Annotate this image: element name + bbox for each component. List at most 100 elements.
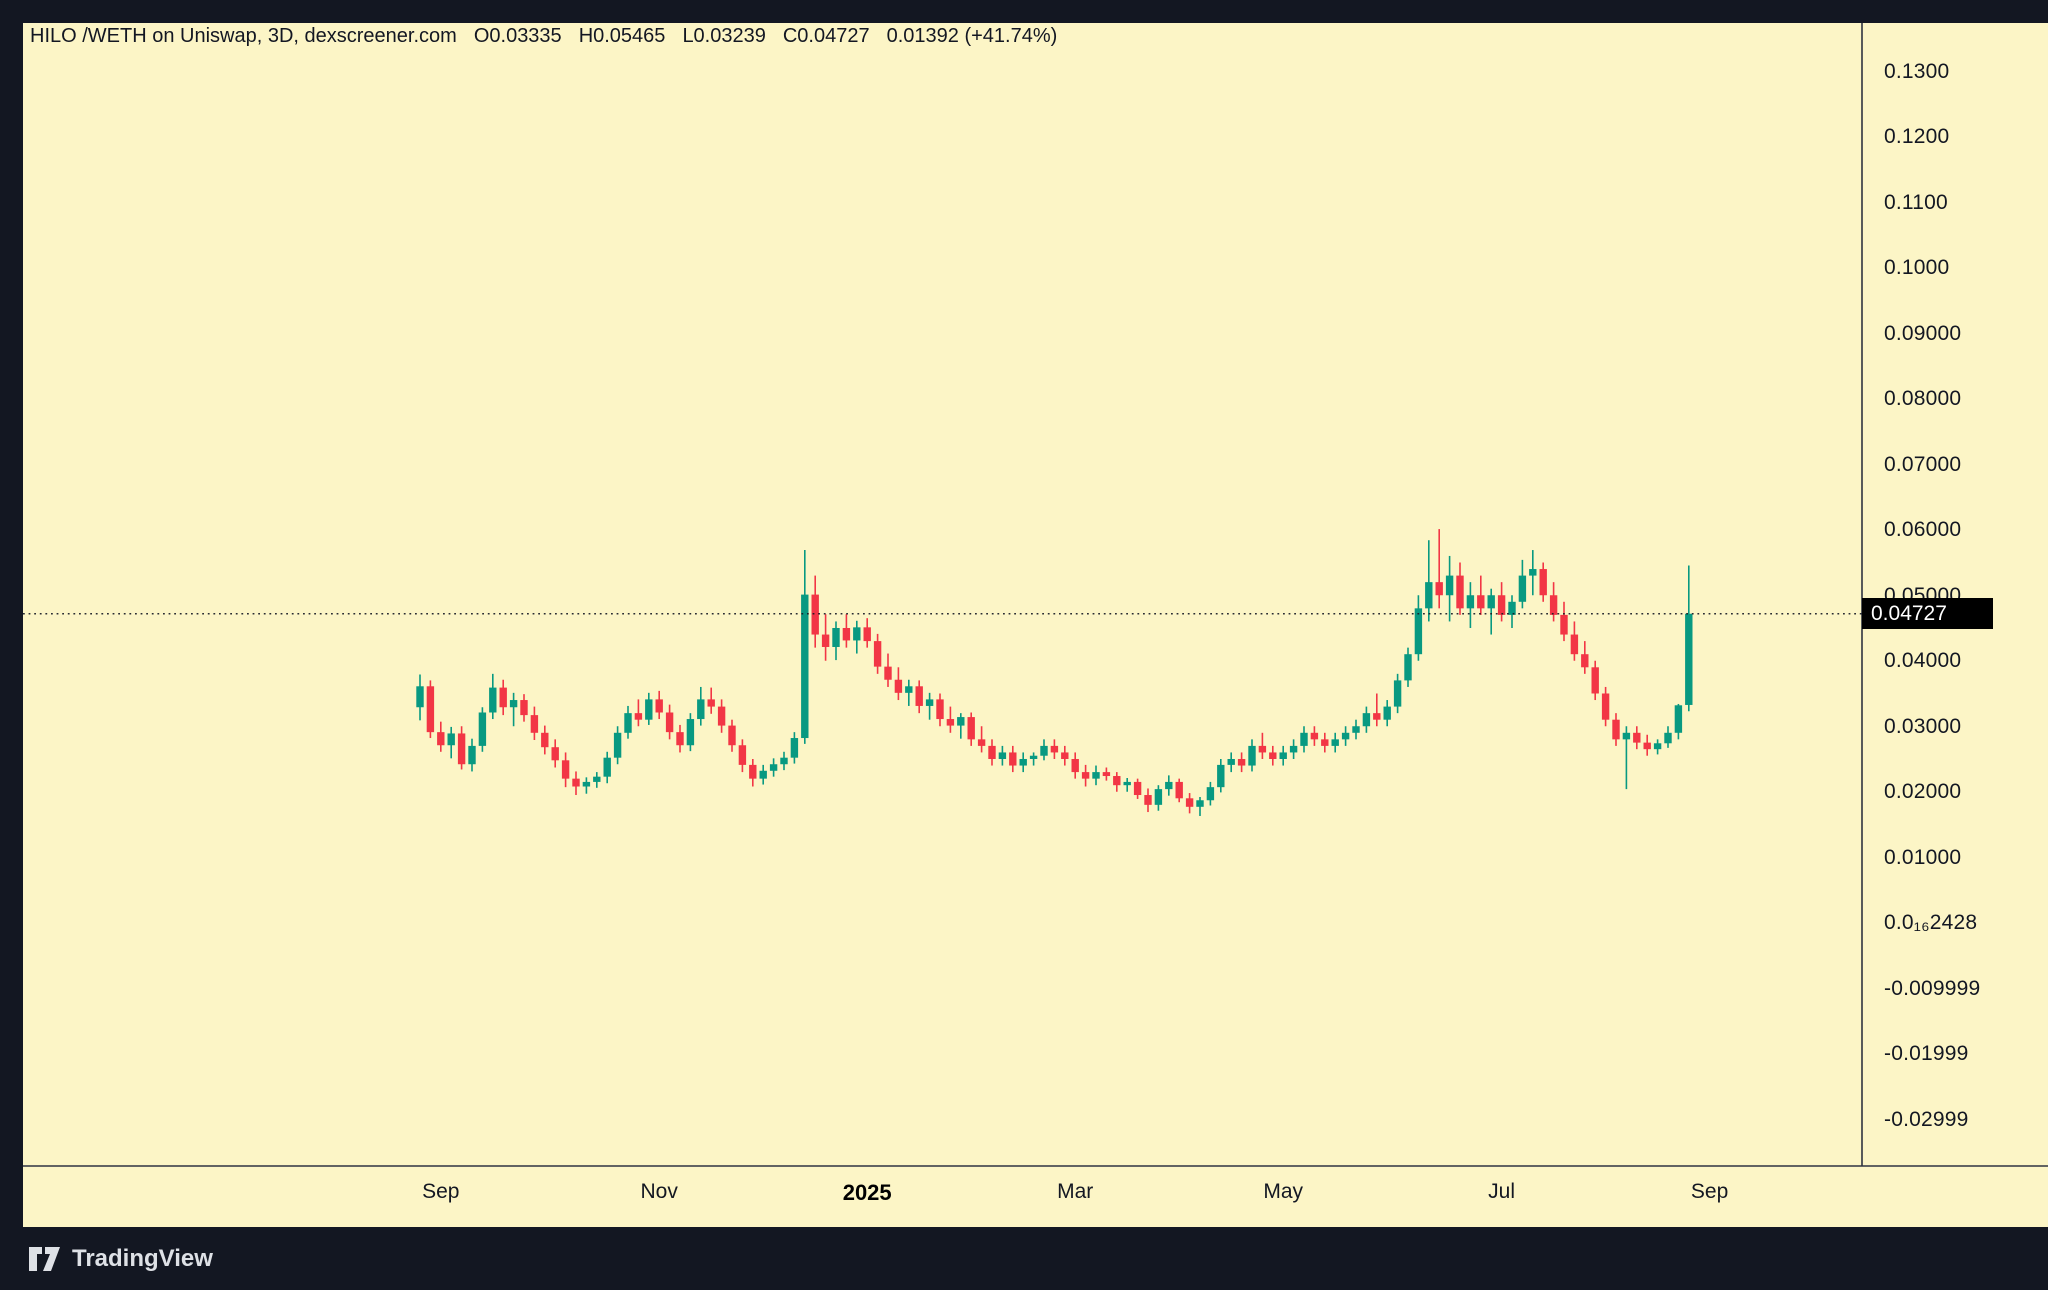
price-tick-label: -0.01999 bbox=[1884, 1042, 1969, 1066]
candle bbox=[1300, 726, 1308, 753]
candle bbox=[832, 621, 840, 661]
tradingview-wordmark: TradingView bbox=[72, 1244, 213, 1272]
candle bbox=[1102, 767, 1111, 781]
price-tick-label: 0.02000 bbox=[1884, 780, 1962, 804]
candle bbox=[936, 693, 944, 727]
candle bbox=[697, 686, 705, 726]
candle bbox=[749, 758, 757, 787]
candle bbox=[1133, 778, 1142, 799]
candle bbox=[426, 680, 435, 739]
time-tick-label: May bbox=[1263, 1180, 1304, 1203]
candle bbox=[1466, 582, 1475, 628]
footer-bar: TradingView bbox=[0, 1227, 2048, 1290]
candle bbox=[1321, 732, 1329, 753]
candle bbox=[603, 751, 611, 784]
price-tick-label: 0.03000 bbox=[1884, 714, 1962, 738]
time-tick-label: 2025 bbox=[842, 1180, 892, 1205]
candle bbox=[707, 687, 715, 714]
price-axis[interactable]: 0.1300 0.1200 0.1100 0.1000 0.09000 0.08000 0.… bbox=[1862, 23, 2048, 1166]
candle bbox=[998, 745, 1007, 766]
candle bbox=[1653, 739, 1662, 755]
price-tick-label: 0.1000 bbox=[1884, 256, 1950, 280]
candle bbox=[1518, 559, 1527, 609]
price-tick-label: 0.0₁₆2428 bbox=[1884, 911, 1978, 935]
candle bbox=[1508, 595, 1516, 628]
candle bbox=[1237, 752, 1246, 773]
candle bbox=[1383, 700, 1391, 727]
candle bbox=[1113, 772, 1121, 792]
candle bbox=[1040, 739, 1048, 761]
chart-panel-background bbox=[23, 23, 2048, 1227]
candle bbox=[1185, 793, 1194, 814]
time-tick-label: Mar bbox=[1057, 1180, 1094, 1203]
candle bbox=[1331, 732, 1339, 753]
price-tick-label: 0.04000 bbox=[1884, 649, 1962, 673]
time-tick-label: Jul bbox=[1488, 1180, 1516, 1203]
candle bbox=[1445, 555, 1454, 622]
candle bbox=[842, 614, 851, 648]
candle bbox=[457, 726, 466, 770]
candle bbox=[1612, 713, 1620, 746]
candle bbox=[1217, 758, 1225, 793]
symbol-description: HILO /WETH on Uniswap, 3D, dexscreener.c… bbox=[30, 25, 457, 47]
candle bbox=[884, 653, 892, 687]
candle bbox=[1061, 745, 1069, 766]
candle bbox=[1674, 703, 1683, 740]
last-price-value: 0.04727 bbox=[1871, 601, 1947, 625]
candle bbox=[478, 707, 487, 752]
candle bbox=[1154, 785, 1163, 811]
last-price-badge: 0.04727 bbox=[1862, 598, 1993, 630]
candle bbox=[1425, 540, 1433, 622]
candle bbox=[1685, 565, 1693, 712]
candle bbox=[821, 614, 830, 661]
candle bbox=[655, 690, 663, 720]
time-tick-label: Sep bbox=[1690, 1180, 1729, 1203]
candle bbox=[634, 699, 643, 727]
tradingview-logo[interactable]: TradingView bbox=[28, 1245, 213, 1273]
candle bbox=[572, 771, 580, 796]
candle bbox=[1570, 621, 1579, 661]
candle bbox=[1539, 562, 1547, 602]
candle bbox=[582, 777, 591, 794]
candle bbox=[489, 673, 497, 720]
candle bbox=[437, 721, 445, 752]
candle bbox=[1497, 582, 1506, 622]
candle bbox=[468, 738, 476, 772]
candle bbox=[520, 694, 528, 722]
candle bbox=[811, 575, 819, 648]
candle bbox=[1206, 781, 1215, 806]
candle bbox=[1362, 706, 1371, 733]
candle bbox=[499, 679, 507, 716]
candle bbox=[1196, 796, 1204, 816]
candle bbox=[1071, 752, 1079, 779]
candle bbox=[894, 667, 903, 701]
candle bbox=[676, 724, 684, 753]
candle bbox=[1414, 595, 1423, 661]
candle bbox=[717, 699, 726, 733]
candle bbox=[1549, 582, 1558, 622]
candle bbox=[801, 550, 809, 744]
ohlc-close: C0.04727 bbox=[782, 25, 870, 47]
candle bbox=[1404, 647, 1412, 687]
candle bbox=[551, 739, 559, 768]
candle bbox=[853, 620, 861, 654]
tradingview-icon bbox=[29, 1246, 60, 1271]
candle bbox=[1269, 745, 1277, 766]
candle bbox=[1435, 529, 1443, 609]
candle bbox=[1529, 550, 1537, 596]
candle bbox=[1352, 719, 1360, 740]
candle bbox=[1560, 601, 1568, 642]
candle bbox=[915, 680, 923, 714]
candle bbox=[645, 692, 653, 725]
time-tick-label: Nov bbox=[640, 1180, 678, 1203]
candle bbox=[738, 739, 747, 773]
candle bbox=[593, 772, 601, 788]
candle bbox=[509, 692, 518, 727]
price-tick-label: -0.009999 bbox=[1884, 976, 1981, 1000]
time-axis[interactable]: Sep Nov 2025 Mar May Jul Sep bbox=[0, 1166, 2048, 1227]
candle bbox=[1456, 562, 1464, 615]
candle bbox=[1009, 745, 1017, 773]
candle bbox=[541, 725, 549, 755]
